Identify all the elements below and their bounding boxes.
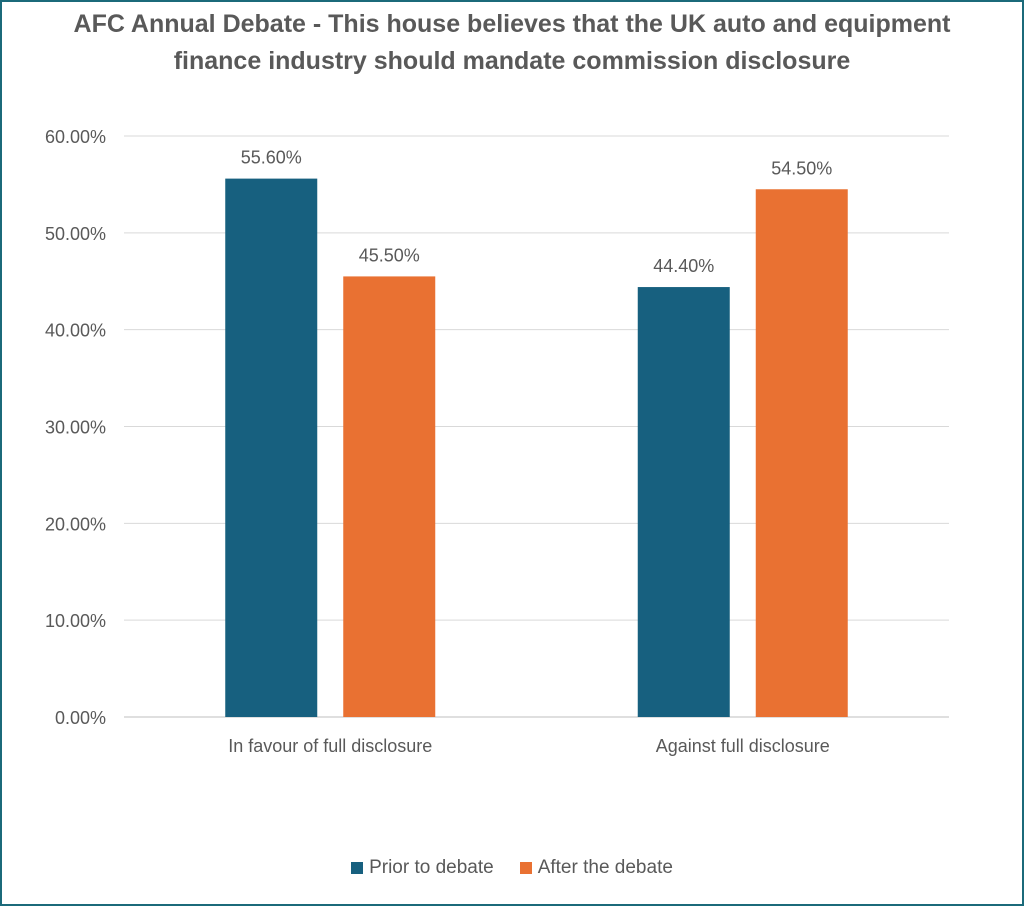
y-tick-label: 50.00% (45, 224, 106, 244)
bar-prior (637, 287, 730, 717)
data-label: 45.50% (359, 245, 420, 265)
legend-label-after: After the debate (537, 857, 673, 878)
x-category-label: In favour of full disclosure (228, 736, 432, 756)
legend: Prior to debate After the debate (0, 857, 1024, 879)
data-labels: 55.60% 45.50% 44.40% 54.50% (241, 148, 833, 276)
data-label: 55.60% (241, 148, 302, 168)
legend-label-prior: Prior to debate (369, 857, 494, 878)
y-tick-label: 0.00% (55, 708, 106, 728)
data-label: 44.40% (653, 256, 714, 276)
bar-prior (225, 178, 318, 717)
y-tick-label: 20.00% (45, 514, 106, 534)
y-tick-label: 30.00% (45, 418, 106, 438)
x-axis: In favour of full disclosure Against full… (228, 736, 830, 756)
legend-item-after: After the debate (519, 857, 673, 879)
bar-after (755, 189, 848, 718)
data-label: 54.50% (771, 158, 832, 178)
bar-after (343, 276, 436, 717)
bars (225, 178, 848, 718)
y-tick-label: 40.00% (45, 321, 106, 341)
legend-swatch-prior (351, 862, 364, 874)
x-category-label: Against full disclosure (656, 736, 830, 756)
y-tick-label: 60.00% (45, 127, 106, 147)
legend-item-prior: Prior to debate (351, 857, 494, 879)
chart-title: AFC Annual Debate - This house believes … (73, 10, 951, 75)
y-tick-label: 10.00% (45, 611, 106, 631)
y-axis: 0.00% 10.00% 20.00% 30.00% 40.00% 50.00% 60.00… (45, 127, 106, 728)
legend-swatch-after (519, 862, 532, 874)
